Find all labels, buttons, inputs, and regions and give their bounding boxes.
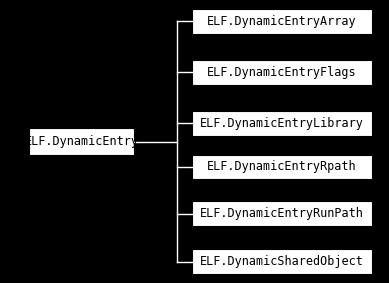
FancyBboxPatch shape (191, 9, 373, 34)
Text: ELF.DynamicEntryLibrary: ELF.DynamicEntryLibrary (200, 117, 364, 130)
FancyBboxPatch shape (191, 249, 373, 274)
FancyBboxPatch shape (191, 201, 373, 226)
Text: ELF.DynamicEntryRunPath: ELF.DynamicEntryRunPath (200, 207, 364, 220)
FancyBboxPatch shape (191, 60, 373, 85)
Text: ELF.DynamicSharedObject: ELF.DynamicSharedObject (200, 255, 364, 268)
FancyBboxPatch shape (191, 155, 373, 179)
Text: ELF.DynamicEntryArray: ELF.DynamicEntryArray (207, 15, 357, 28)
FancyBboxPatch shape (29, 128, 134, 155)
Text: ELF.DynamicEntryFlags: ELF.DynamicEntryFlags (207, 66, 357, 79)
Text: ELF.DynamicEntry: ELF.DynamicEntry (25, 135, 139, 148)
Text: ELF.DynamicEntryRpath: ELF.DynamicEntryRpath (207, 160, 357, 173)
FancyBboxPatch shape (191, 111, 373, 136)
